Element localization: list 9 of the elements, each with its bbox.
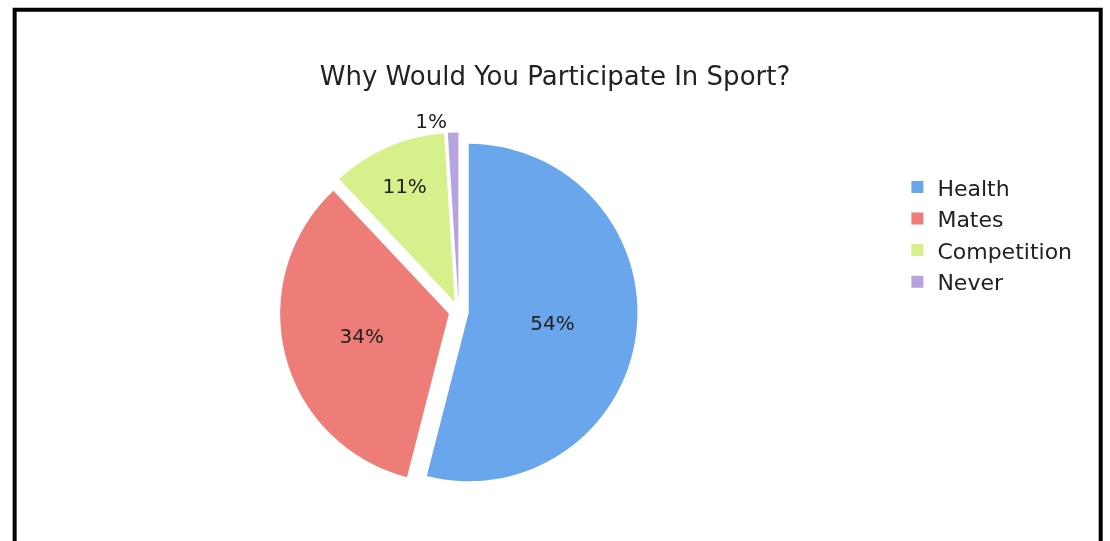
legend-label: Never: [937, 270, 1004, 296]
chart-title: Why Would You Participate In Sport?: [319, 60, 791, 91]
data-label: 54%: [530, 311, 575, 336]
legend-label: Mates: [937, 207, 1004, 233]
data-label: 34%: [339, 324, 385, 349]
data-label: 1%: [415, 108, 448, 133]
legend-label: Health: [937, 175, 1010, 201]
data-label: 11%: [382, 174, 427, 199]
legend-label: Competition: [937, 238, 1073, 264]
